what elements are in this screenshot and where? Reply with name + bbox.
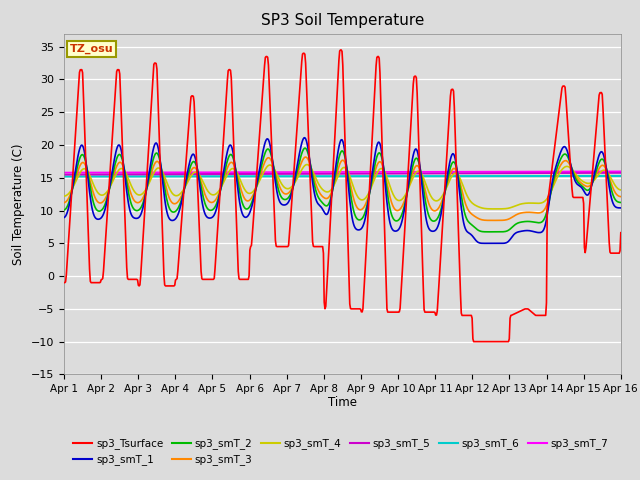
Y-axis label: Soil Temperature (C): Soil Temperature (C)	[12, 143, 26, 265]
Text: TZ_osu: TZ_osu	[70, 44, 113, 54]
X-axis label: Time: Time	[328, 396, 357, 408]
Title: SP3 Soil Temperature: SP3 Soil Temperature	[260, 13, 424, 28]
Legend: sp3_Tsurface, sp3_smT_1, sp3_smT_2, sp3_smT_3, sp3_smT_4, sp3_smT_5, sp3_smT_6, : sp3_Tsurface, sp3_smT_1, sp3_smT_2, sp3_…	[69, 434, 612, 469]
